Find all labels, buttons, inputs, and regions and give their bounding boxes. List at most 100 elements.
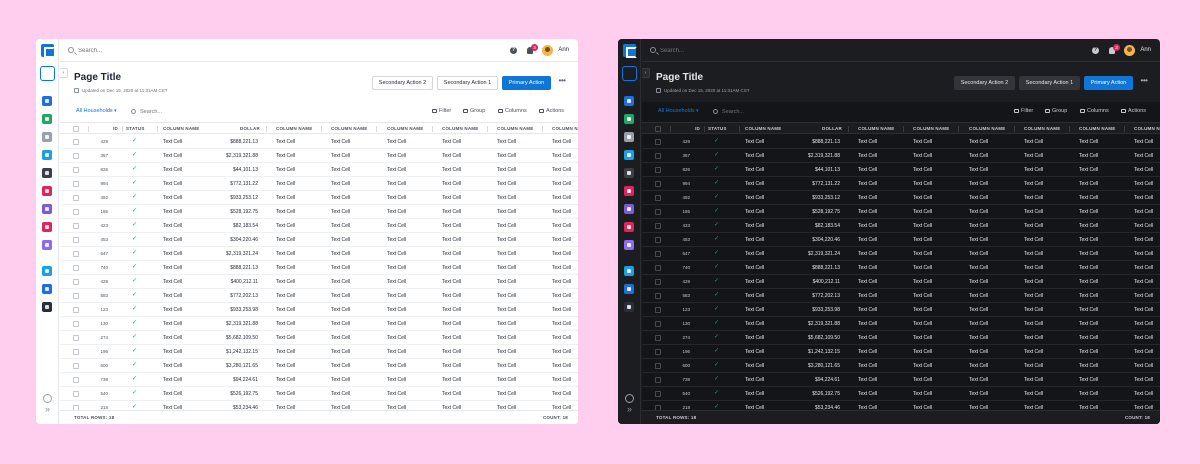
table-row[interactable]: 994 ✓ Text Cell $772,131.22 Text Cell Text Ce…: [642, 177, 1160, 191]
settings-icon[interactable]: [43, 394, 52, 403]
select-all-checkbox[interactable]: [73, 126, 79, 132]
column-resize-handle[interactable]: [321, 126, 322, 132]
sidebar-app-icon[interactable]: [42, 240, 52, 250]
column-resize-handle[interactable]: [542, 126, 543, 132]
sidebar-app-icon[interactable]: [624, 240, 634, 250]
row-checkbox[interactable]: [655, 321, 661, 327]
sidebar-app-icon[interactable]: [42, 284, 52, 294]
sidebar-app-icon[interactable]: [42, 114, 52, 124]
table-row[interactable]: 429 ✓ Text Cell $400,212.11 Text Cell Text Ce…: [642, 275, 1160, 289]
row-checkbox[interactable]: [73, 265, 79, 271]
table-row[interactable]: 600 ✓ Text Cell $3,280,121.65 Text Cell Text …: [60, 359, 578, 373]
row-checkbox[interactable]: [73, 153, 79, 159]
app-logo-icon[interactable]: [623, 44, 637, 58]
collapse-panel-toggle[interactable]: ›: [60, 68, 68, 78]
table-row[interactable]: 429 ✓ Text Cell $400,212.11 Text Cell Text Ce…: [60, 275, 578, 289]
table-row[interactable]: 826 ✓ Text Cell $44,101.13 Text Cell Text Cel…: [642, 163, 1160, 177]
table-row[interactable]: 994 ✓ Text Cell $772,131.22 Text Cell Text Ce…: [60, 177, 578, 191]
row-checkbox[interactable]: [655, 209, 661, 215]
table-row[interactable]: 453 ✓ Text Cell $304,220.46 Text Cell Text Ce…: [642, 233, 1160, 247]
row-checkbox[interactable]: [73, 237, 79, 243]
expand-sidebar-icon[interactable]: »: [44, 404, 50, 414]
actions-button[interactable]: Actions: [539, 108, 564, 114]
table-row[interactable]: 738 ✓ Text Cell $94,224.61 Text Cell Text Cel…: [60, 373, 578, 387]
secondary-action-2-button[interactable]: Secondary Action 2: [954, 76, 1015, 90]
help-icon[interactable]: ?: [510, 47, 517, 54]
table-row[interactable]: 123 ✓ Text Cell $933,253.98 Text Cell Text Ce…: [642, 303, 1160, 317]
row-checkbox[interactable]: [655, 363, 661, 369]
columns-button[interactable]: Columns: [498, 108, 527, 114]
table-row[interactable]: 740 ✓ Text Cell $888,221.13 Text Cell Text Ce…: [60, 261, 578, 275]
column-resize-handle[interactable]: [903, 126, 904, 132]
sidebar-app-icon[interactable]: [624, 284, 634, 294]
table-row[interactable]: 130 ✓ Text Cell $2,319,321.88 Text Cell Text …: [642, 317, 1160, 331]
row-checkbox[interactable]: [73, 349, 79, 355]
row-checkbox[interactable]: [655, 307, 661, 313]
primary-action-button[interactable]: Primary Action: [1084, 76, 1133, 90]
row-checkbox[interactable]: [73, 279, 79, 285]
row-checkbox[interactable]: [73, 223, 79, 229]
table-row[interactable]: 826 ✓ Text Cell $44,101.13 Text Cell Text Cel…: [60, 163, 578, 177]
grid-search-input[interactable]: [140, 108, 260, 116]
header-dollar[interactable]: DOLLAR: [240, 126, 260, 131]
column-resize-handle[interactable]: [848, 126, 849, 132]
sidebar-app-icon[interactable]: [42, 204, 52, 214]
secondary-action-1-button[interactable]: Secondary Action 1: [437, 76, 498, 90]
sidebar-app-icon[interactable]: [624, 150, 634, 160]
row-checkbox[interactable]: [655, 153, 661, 159]
notification-bell-icon[interactable]: [527, 47, 533, 54]
table-row[interactable]: 740 ✓ Text Cell $888,221.13 Text Cell Text Ce…: [642, 261, 1160, 275]
header-id[interactable]: ID: [695, 126, 700, 131]
row-checkbox[interactable]: [73, 167, 79, 173]
table-row[interactable]: 453 ✓ Text Cell $304,220.46 Text Cell Text Ce…: [60, 233, 578, 247]
header-column-name[interactable]: COLUMN NAME: [1134, 126, 1160, 131]
secondary-action-2-button[interactable]: Secondary Action 2: [372, 76, 433, 90]
header-column-name[interactable]: COLUMN NAME: [1079, 126, 1116, 131]
header-column-name[interactable]: COLUMN NAME: [331, 126, 368, 131]
row-checkbox[interactable]: [655, 251, 661, 257]
table-row[interactable]: 540 ✓ Text Cell $526,192.75 Text Cell Text Ce…: [60, 387, 578, 401]
table-row[interactable]: 196 ✓ Text Cell $1,242,132.15 Text Cell Text …: [60, 345, 578, 359]
sidebar-app-icon[interactable]: [42, 222, 52, 232]
header-column-name[interactable]: COLUMN NAME: [745, 126, 782, 131]
row-checkbox[interactable]: [73, 321, 79, 327]
columns-button[interactable]: Columns: [1080, 108, 1109, 114]
column-resize-handle[interactable]: [704, 126, 705, 132]
row-checkbox[interactable]: [73, 307, 79, 313]
table-row[interactable]: 738 ✓ Text Cell $94,224.61 Text Cell Text Cel…: [642, 373, 1160, 387]
row-checkbox[interactable]: [655, 195, 661, 201]
table-row[interactable]: 647 ✓ Text Cell $2,319,321.24 Text Cell Text …: [642, 247, 1160, 261]
avatar[interactable]: [1124, 45, 1135, 56]
row-checkbox[interactable]: [655, 265, 661, 271]
column-resize-handle[interactable]: [122, 126, 123, 132]
primary-action-button[interactable]: Primary Action: [502, 76, 551, 90]
header-dollar[interactable]: DOLLAR: [822, 126, 842, 131]
row-checkbox[interactable]: [73, 181, 79, 187]
table-row[interactable]: 196 ✓ Text Cell $1,242,132.15 Text Cell Text …: [642, 345, 1160, 359]
household-filter-select[interactable]: All Households: [658, 108, 699, 114]
table-row[interactable]: 274 ✓ Text Cell $5,682,109.50 Text Cell Text …: [60, 331, 578, 345]
row-checkbox[interactable]: [655, 167, 661, 173]
table-row[interactable]: 583 ✓ Text Cell $772,202.13 Text Cell Text Ce…: [642, 289, 1160, 303]
more-options-icon[interactable]: •••: [558, 76, 566, 85]
column-resize-handle[interactable]: [1014, 126, 1015, 132]
filter-button[interactable]: Filter: [432, 108, 451, 114]
table-row[interactable]: 423 ✓ Text Cell $82,183.54 Text Cell Text Cel…: [642, 219, 1160, 233]
row-checkbox[interactable]: [73, 363, 79, 369]
sidebar-app-icon[interactable]: [42, 168, 52, 178]
more-options-icon[interactable]: •••: [1140, 76, 1148, 85]
sidebar-app-icon[interactable]: [624, 168, 634, 178]
column-resize-handle[interactable]: [157, 126, 158, 132]
user-name[interactable]: Ann: [1140, 47, 1151, 53]
column-resize-handle[interactable]: [432, 126, 433, 132]
sidebar-app-icon[interactable]: [624, 204, 634, 214]
notification-bell-icon[interactable]: [1109, 47, 1115, 54]
sidebar-app-icon[interactable]: [42, 186, 52, 196]
row-checkbox[interactable]: [655, 335, 661, 341]
sidebar-app-icon[interactable]: [42, 132, 52, 142]
select-all-checkbox[interactable]: [655, 126, 661, 132]
sidebar-app-icon[interactable]: [624, 132, 634, 142]
column-resize-handle[interactable]: [376, 126, 377, 132]
settings-icon[interactable]: [625, 394, 634, 403]
header-id[interactable]: ID: [113, 126, 118, 131]
